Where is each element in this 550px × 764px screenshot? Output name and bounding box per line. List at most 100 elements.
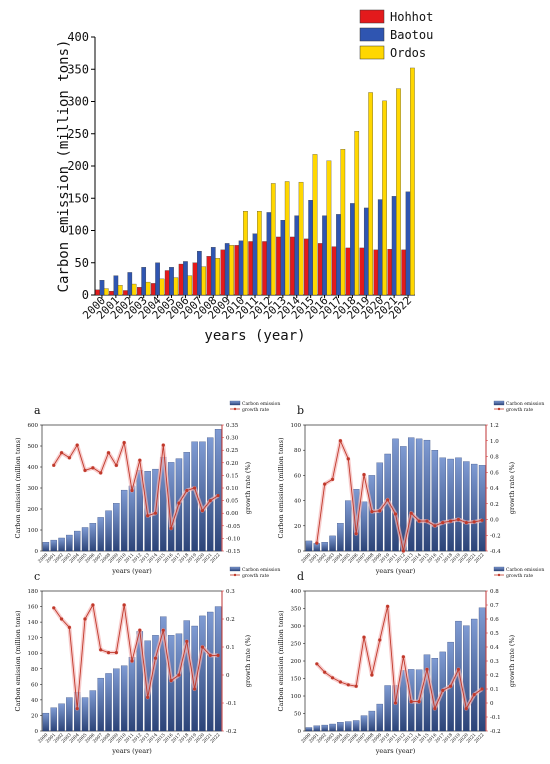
y2-tick-label: -0.1 xyxy=(490,715,501,721)
y2-tick-label: 0.20 xyxy=(226,461,239,467)
bar-ordos xyxy=(410,67,415,296)
y-tick-label: 300 xyxy=(291,624,302,630)
bar-hohhot xyxy=(192,262,198,296)
emission-bar xyxy=(345,500,352,552)
main-y-tick-label: 150 xyxy=(67,191,89,205)
y2-axis-title: growth rate (%) xyxy=(508,634,516,687)
legend-label-growth: growth rate xyxy=(506,573,533,579)
y-tick-label: 160 xyxy=(28,605,39,611)
y-tick-label: 200 xyxy=(291,659,302,665)
legend-swatch-baotou xyxy=(359,27,385,42)
panel-a: 0 100 200 300 400 500 600 -0.15 -0.10 -0.05 0.00 0.… xyxy=(14,400,280,575)
y-tick-label: 500 xyxy=(28,444,39,450)
emission-bar xyxy=(105,510,112,552)
bar-ordos xyxy=(340,149,346,296)
growth-point xyxy=(200,645,205,649)
main-y-tick-label: 100 xyxy=(67,224,89,238)
bar-baotou xyxy=(405,191,411,296)
y-tick-label: 140 xyxy=(28,620,39,626)
main-chart: 0501001502002503003504002000200120022003… xyxy=(56,9,433,344)
bar-baotou xyxy=(155,262,160,296)
y-tick-label: 180 xyxy=(28,589,39,595)
growth-point xyxy=(161,443,165,447)
y2-tick-label: 0.2 xyxy=(226,617,235,623)
growth-point xyxy=(472,693,476,697)
growth-point xyxy=(91,603,95,607)
legend-label-baotou: Baotou xyxy=(390,28,433,42)
y-tick-label: 150 xyxy=(291,677,302,683)
growth-point xyxy=(200,509,205,513)
y2-tick-label: -0.2 xyxy=(226,729,237,735)
growth-point xyxy=(323,670,327,674)
growth-point xyxy=(346,457,350,461)
bar-hohhot xyxy=(317,243,323,296)
y-tick-label: 600 xyxy=(28,423,39,429)
bar-hohhot xyxy=(303,238,309,296)
bar-ordos xyxy=(368,92,373,296)
bar-hohhot xyxy=(359,247,365,296)
main-y-tick-label: 250 xyxy=(67,127,89,141)
growth-point xyxy=(401,549,405,553)
panel-label: a xyxy=(34,404,41,417)
emission-bar xyxy=(447,458,454,552)
growth-point xyxy=(114,651,118,655)
y-tick-label: 80 xyxy=(294,448,301,454)
growth-point xyxy=(177,673,181,677)
bar-baotou xyxy=(169,267,174,296)
emission-bar xyxy=(207,611,214,732)
bar-ordos xyxy=(298,181,304,296)
bar-ordos xyxy=(201,266,207,296)
bar-baotou xyxy=(322,215,327,296)
legend-swatch-emission xyxy=(493,400,505,406)
legend-swatch-emission xyxy=(493,566,505,572)
y2-tick-label: 0.7 xyxy=(490,603,499,609)
bar-hohhot xyxy=(234,245,240,296)
legend-label-emission: Carbon emission xyxy=(506,401,544,407)
bar-baotou xyxy=(113,275,119,296)
emission-bar xyxy=(423,439,431,552)
y2-tick-label: 0.30 xyxy=(226,436,239,442)
bar-ordos xyxy=(215,258,220,296)
growth-point xyxy=(59,451,64,455)
bar-hohhot xyxy=(276,236,281,296)
bar-baotou xyxy=(224,243,230,296)
y2-tick-label: 0.3 xyxy=(490,659,499,665)
growth-point xyxy=(193,486,197,490)
bar-ordos xyxy=(382,100,387,296)
legend-label-hohhot: Hohhot xyxy=(390,10,433,24)
emission-bar xyxy=(66,697,73,732)
emission-bar xyxy=(199,441,206,552)
growth-point xyxy=(99,471,103,475)
emission-bar xyxy=(423,654,431,732)
emission-bar xyxy=(81,527,89,552)
legend-swatch-growth-dot xyxy=(233,573,237,577)
y2-tick-label: 0.4 xyxy=(490,645,499,651)
y-tick-label: 120 xyxy=(28,636,39,642)
growth-point xyxy=(464,521,468,525)
x-axis-title: years (year) xyxy=(111,747,152,755)
y2-axis-title: growth rate (%) xyxy=(508,461,516,514)
bar-baotou xyxy=(377,199,383,296)
emission-bar xyxy=(183,620,190,732)
y-tick-label: 20 xyxy=(294,524,301,530)
emission-bar xyxy=(368,710,376,732)
y-tick-label: 20 xyxy=(31,713,38,719)
growth-point xyxy=(130,659,134,663)
bar-ordos xyxy=(326,160,332,296)
growth-point xyxy=(208,653,212,658)
growth-point xyxy=(393,512,398,516)
growth-point xyxy=(122,603,126,607)
y2-tick-label: 0.10 xyxy=(226,486,239,492)
panel-label: c xyxy=(34,570,40,583)
growth-point xyxy=(169,526,173,530)
growth-point xyxy=(185,639,189,644)
y-tick-label: 0 xyxy=(298,549,302,555)
emission-bar xyxy=(214,429,222,552)
emission-bar xyxy=(167,635,175,732)
emission-bar xyxy=(175,633,183,732)
bar-baotou xyxy=(391,196,397,296)
growth-point xyxy=(378,638,382,642)
emission-bar xyxy=(463,461,470,552)
y2-tick-label: -0.15 xyxy=(226,549,241,555)
